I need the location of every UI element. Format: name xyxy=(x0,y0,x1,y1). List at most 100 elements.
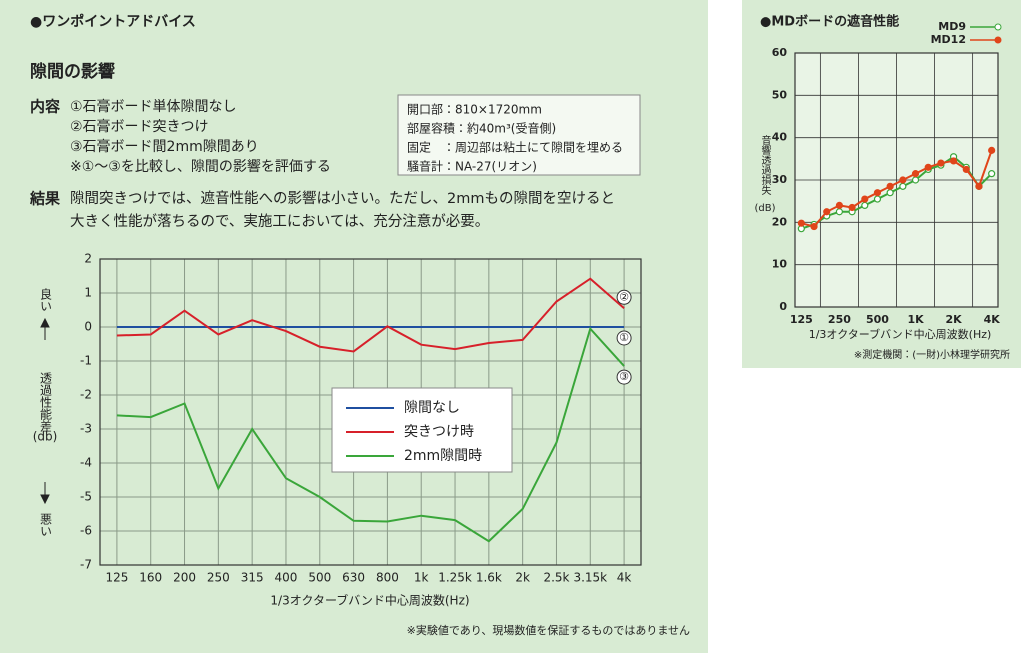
x-tick-label: 2.5k xyxy=(543,571,569,585)
legend-marker xyxy=(994,36,1002,44)
legend-label: 隙間なし xyxy=(404,400,460,416)
result-line: 大きく性能が落ちるので、実施工においては、充分注意が必要。 xyxy=(70,213,489,230)
x-tick-label: 800 xyxy=(376,571,399,585)
y-tick-label: 1 xyxy=(84,286,92,300)
point xyxy=(949,157,958,165)
point xyxy=(873,195,882,203)
content-item: ③石膏ボード間2mm隙間あり xyxy=(70,139,259,155)
x-tick-label: 630 xyxy=(342,571,365,585)
point xyxy=(962,165,970,174)
x-axis-label: 1/3オクターブバンド中心周波数(Hz) xyxy=(270,593,469,608)
result-line: 隙間突きつけでは、遮音性能への影響は小さい。ただし、2mmもの隙間を空けると xyxy=(70,190,615,207)
info-line: 騒音計：NA-27(リオン) xyxy=(407,159,537,174)
arrows xyxy=(40,317,50,505)
y-tick-label: -1 xyxy=(80,354,92,368)
end-label-ring xyxy=(616,369,632,385)
point xyxy=(873,189,882,197)
y-axis-label: 音響透過損失 xyxy=(759,134,771,196)
point xyxy=(848,203,856,212)
heading: ●ワンポイントアドバイス xyxy=(30,13,196,30)
point xyxy=(835,201,844,209)
y-axis-unit: (db) xyxy=(33,430,58,444)
point xyxy=(911,170,920,178)
note: ※実験値であり、現場数値を保証するものではありません xyxy=(407,623,690,637)
x-tick-label: 250 xyxy=(207,571,230,585)
point xyxy=(937,159,945,167)
y-tick-label: -6 xyxy=(80,524,92,538)
y-tick-label: -7 xyxy=(80,558,92,572)
content-item: ※①～③を比較し、隙間の影響を評価する xyxy=(70,159,331,175)
x-tick-label: 500 xyxy=(308,571,331,585)
x-tick-label: 4K xyxy=(984,313,1001,326)
end-label: ③ xyxy=(619,370,629,383)
y-tick-label: 40 xyxy=(772,131,788,144)
x-tick-label: 125 xyxy=(790,313,813,326)
end-label-ring xyxy=(616,330,632,346)
legend-label: MD9 xyxy=(938,20,966,33)
y-axis-unit: (dB) xyxy=(754,203,775,214)
note: ※測定機関：(一財)小林理学研究所 xyxy=(854,348,1010,361)
x-tick-label: 4k xyxy=(617,571,632,585)
x-tick-label: 500 xyxy=(866,313,889,326)
y-tick-label: 50 xyxy=(772,88,788,101)
point xyxy=(823,208,831,216)
y-tick-label: 2 xyxy=(84,252,92,266)
y-tick-label: -5 xyxy=(80,490,92,504)
y-tick-label: 20 xyxy=(772,215,788,228)
x-tick-label: 2K xyxy=(946,313,963,326)
x-tick-label: 200 xyxy=(173,571,196,585)
point xyxy=(861,201,869,209)
content-item: ①石膏ボード単体隙間なし xyxy=(70,99,237,115)
y-tick-label: 60 xyxy=(772,46,788,59)
point xyxy=(988,170,996,178)
x-tick-label: 1k xyxy=(414,571,429,585)
end-label: ② xyxy=(619,290,629,303)
y-label-worse: 悪い xyxy=(39,513,53,537)
result-label: 結果 xyxy=(29,190,61,208)
x-tick-label: 250 xyxy=(828,313,851,326)
x-tick-label: 1.6k xyxy=(476,571,502,585)
legend-marker xyxy=(994,23,1002,31)
point xyxy=(797,219,805,227)
series-line xyxy=(801,150,993,228)
series-line xyxy=(801,155,993,230)
end-label: ① xyxy=(619,331,629,344)
info-line: 開口部：810×1720mm xyxy=(407,103,542,117)
y-tick-label: -4 xyxy=(80,456,92,470)
legend-label: 2mm隙間時 xyxy=(404,448,482,464)
x-tick-label: 1.25k xyxy=(438,571,472,585)
point xyxy=(810,222,818,231)
x-axis-label: 1/3オクターブバンド中心周波数(Hz) xyxy=(809,327,992,341)
x-tick-label: 315 xyxy=(241,571,264,585)
plot-frame xyxy=(99,258,642,566)
heading: ●MDボードの遮音性能 xyxy=(760,14,899,30)
series-line xyxy=(116,326,625,543)
y-tick-label: 0 xyxy=(779,300,787,313)
point xyxy=(988,146,996,154)
point xyxy=(975,182,983,190)
point xyxy=(886,182,894,190)
x-tick-label: 3.15k xyxy=(573,571,607,585)
point xyxy=(886,189,894,197)
point xyxy=(835,208,844,216)
y-tick-label: -3 xyxy=(80,422,92,436)
point xyxy=(911,176,920,184)
y-tick-label: 30 xyxy=(772,173,788,186)
point xyxy=(924,163,932,171)
point xyxy=(861,195,869,203)
y-tick-label: 0 xyxy=(84,320,92,334)
x-tick-label: 160 xyxy=(139,571,162,585)
x-tick-label: 1K xyxy=(907,313,924,326)
info-line: 固定 ：周辺部は粘土にて隙間を埋める xyxy=(407,140,623,155)
content-label: 内容 xyxy=(30,98,60,116)
y-tick-label: -2 xyxy=(80,388,92,402)
end-label-ring xyxy=(616,289,632,305)
x-tick-label: 400 xyxy=(275,571,298,585)
y-label-better: 良い xyxy=(39,287,53,312)
point xyxy=(899,182,907,190)
y-tick-label: 10 xyxy=(772,258,788,271)
title: 隙間の影響 xyxy=(30,61,115,82)
info-line: 部屋容積：約40m³(受音側) xyxy=(407,121,556,136)
